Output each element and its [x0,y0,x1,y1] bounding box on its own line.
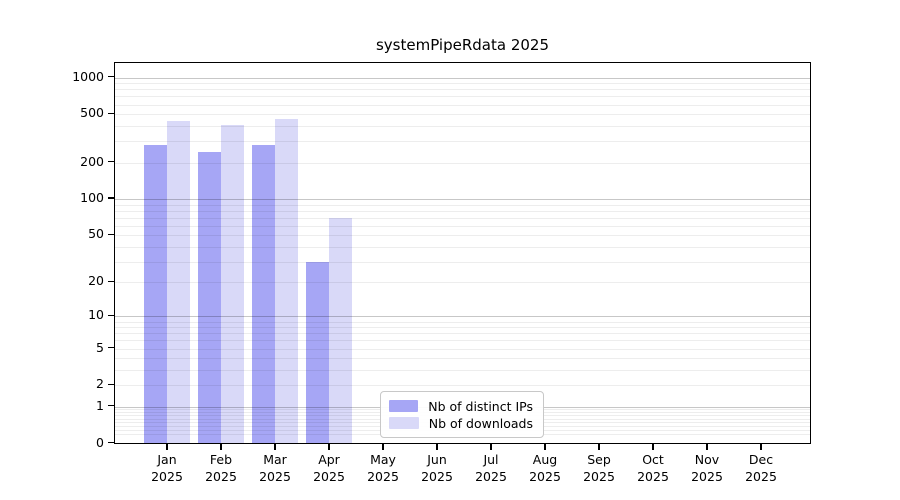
x-tick-label-mar: Mar 2025 [259,452,291,484]
y-tick-label: 0 [96,434,104,450]
y-tick-label: 5 [96,339,104,355]
x-axis-tick [220,444,222,450]
chart-title: systemPipeRdata 2025 [375,36,549,54]
gridline [115,321,810,323]
y-axis-tick [108,233,114,235]
y-tick-label: 50 [88,226,104,242]
x-axis-tick [598,444,600,450]
gridline [115,114,810,116]
legend-item-downloads: Nb of downloads [389,415,533,431]
x-tick-label-aug: Aug 2025 [529,452,561,484]
legend-swatch-distinct-ips [389,400,419,412]
gridline [115,210,810,212]
x-axis-tick [166,444,168,450]
y-axis-tick [108,441,114,444]
gridline [115,327,810,329]
gridline [115,96,810,98]
gridline [115,89,810,91]
x-tick-label-sep: Sep 2025 [583,452,615,484]
legend-label-distinct-ips: Nb of distinct IPs [428,398,533,414]
gridline [115,348,810,350]
x-tick-label-may: May 2025 [367,452,399,484]
bar-distinct-ips-feb [197,151,221,444]
gridline [115,316,810,318]
x-axis-tick [490,444,492,450]
y-tick-label: 10 [88,307,104,323]
y-axis-tick [108,160,114,163]
plot-area [114,62,811,444]
bar-distinct-ips-apr [305,261,329,444]
y-tick-label: 1000 [72,68,104,84]
gridline [115,261,810,263]
legend-item-distinct-ips: Nb of distinct IPs [389,398,533,414]
bar-downloads-jan [166,120,190,444]
gridline [115,204,810,206]
bar-downloads-feb [220,125,244,444]
x-axis-tick [760,444,762,450]
y-tick-label: 100 [80,190,104,205]
y-tick-label: 2 [96,376,104,392]
bar-distinct-ips-mar [251,144,275,444]
gridline [115,104,810,106]
gridline [115,199,810,200]
y-axis-tick [108,383,114,385]
x-tick-label-nov: Nov 2025 [691,452,723,484]
x-axis-tick [652,444,654,450]
gridline [115,77,810,79]
y-axis-tick [108,280,114,282]
x-tick-label-jan: Jan 2025 [151,452,183,484]
x-tick-label-oct: Oct 2025 [637,452,669,484]
x-tick-label-jun: Jun 2025 [421,452,453,484]
x-axis-tick [706,444,708,450]
gridline [115,333,810,335]
gridline [115,385,810,387]
bar-distinct-ips-jan [143,144,167,444]
y-axis-tick [108,197,114,199]
gridline [115,246,810,248]
legend-label-downloads: Nb of downloads [428,415,533,431]
gridline [115,141,810,143]
x-tick-label-dec: Dec 2025 [745,452,777,484]
x-axis-tick [544,444,546,450]
gridline [115,282,810,284]
gridline [115,370,810,372]
y-tick-label: 200 [80,153,104,169]
y-axis-tick [108,112,114,114]
legend-swatch-downloads [389,417,419,429]
x-tick-label-apr: Apr 2025 [313,452,345,484]
x-tick-label-feb: Feb 2025 [205,452,237,484]
x-axis-tick [274,444,276,450]
gridline [115,340,810,342]
gridline [115,217,810,219]
x-tick-label-jul: Jul 2025 [475,452,507,484]
x-axis-tick [382,444,384,450]
gridline [115,358,810,360]
gridline [115,162,810,164]
y-axis-tick [108,75,114,78]
gridline [115,235,810,237]
legend: Nb of distinct IPs Nb of downloads [380,391,544,438]
y-tick-label: 500 [80,105,104,121]
y-tick-label: 1 [96,397,104,413]
bar-downloads-apr [328,217,352,444]
x-axis-tick [436,444,438,450]
x-axis-tick [328,444,330,450]
y-axis-tick [108,314,114,317]
y-axis-tick [108,405,114,407]
y-tick-label: 20 [88,273,104,289]
gridline [115,225,810,227]
bar-downloads-mar [274,118,298,444]
y-axis-tick [108,346,114,349]
gridline [115,83,810,85]
gridline [115,125,810,127]
